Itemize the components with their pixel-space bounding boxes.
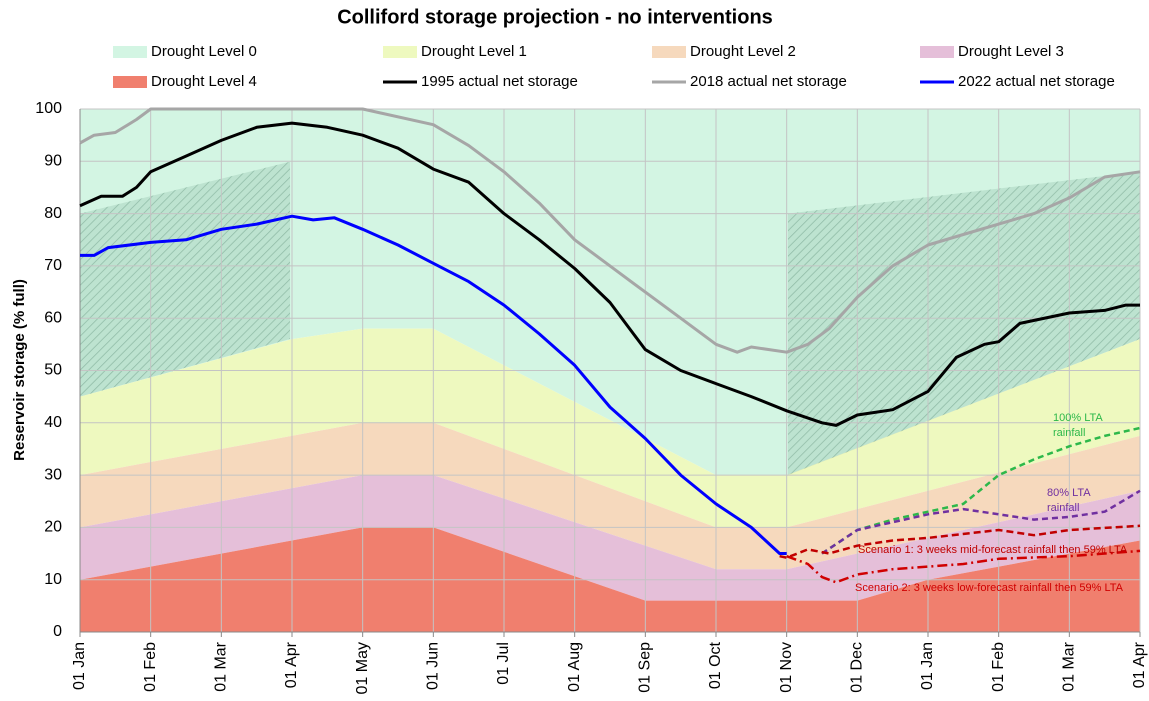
annotation: Scenario 1: 3 weeks mid-forecast rainfal… [858, 544, 1128, 556]
chart-title: Colliford storage projection - no interv… [337, 6, 773, 28]
drought-band [80, 422, 1140, 570]
legend-label: Drought Level 4 [151, 73, 257, 90]
lines [79, 107, 1141, 584]
annotation: Scenario 2: 3 weeks low-forecast rainfal… [855, 582, 1124, 594]
hatched-area [788, 171, 1140, 476]
series-line [821, 426, 1141, 555]
legend-swatch [920, 46, 954, 58]
series-line [786, 549, 1141, 584]
legend-label: 2022 actual net storage [958, 73, 1115, 90]
drought-band [80, 328, 1140, 528]
y-tick-label: 80 [44, 205, 62, 222]
x-tick-label: 01 Feb [990, 642, 1007, 692]
y-tick-label: 30 [44, 466, 62, 483]
annotation: rainfall [1053, 427, 1085, 439]
drought-band [80, 527, 1140, 632]
series-line [80, 214, 787, 555]
drought-band [80, 475, 1140, 601]
y-tick-label: 50 [44, 362, 62, 379]
x-tick-label: 01 Aug [566, 642, 583, 692]
annotation: rainfall [1047, 502, 1079, 514]
annotation: 80% LTA [1047, 487, 1091, 499]
x-tick-label: 01 Jan [71, 642, 88, 690]
legend-swatch [113, 46, 147, 58]
y-tick-label: 90 [44, 153, 62, 170]
y-axis-label: Reservoir storage (% full) [11, 279, 28, 461]
x-tick-label: 01 Apr [283, 641, 300, 688]
x-tick-label: 01 Jun [425, 642, 442, 690]
x-tick-label: 01 Feb [142, 642, 159, 692]
series-line [821, 489, 1141, 555]
labels: 0 10 20 30 40 50 60 70 80 90 100 01 Jan 01 Feb 01 Mar… [35, 100, 1148, 694]
y-tick-label: 60 [44, 309, 62, 326]
y-tick-label: 100 [35, 100, 62, 117]
legend-label: Drought Level 3 [958, 43, 1064, 60]
y-tick-label: 70 [44, 257, 62, 274]
legend-swatch [113, 76, 147, 88]
series-line [779, 524, 1141, 559]
x-tick-label: 01 Mar [213, 641, 230, 691]
series-line [79, 107, 1141, 354]
legend-label: 2018 actual net storage [690, 73, 847, 90]
annotation: 100% LTA [1053, 412, 1103, 424]
legend-label: Drought Level 0 [151, 43, 257, 60]
x-tick-label: 01 Jul [495, 642, 512, 685]
y-tick-label: 10 [44, 571, 62, 588]
series-line [79, 121, 1140, 427]
x-tick-label: 01 Apr [1131, 641, 1148, 688]
legend-swatch [652, 46, 686, 58]
legend-label: Drought Level 1 [421, 43, 527, 60]
x-tick-label: 01 Nov [778, 642, 795, 693]
x-tick-label: 01 Mar [1061, 641, 1078, 691]
x-tick-label: 01 Jan [919, 642, 936, 690]
legend-label: Drought Level 2 [690, 43, 796, 60]
legend-label: 1995 actual net storage [421, 73, 578, 90]
x-tick-label: 01 Sep [637, 642, 654, 693]
y-tick-label: 40 [44, 414, 62, 431]
y-tick-label: 0 [53, 623, 62, 640]
x-tick-label: 01 May [354, 642, 371, 694]
x-tick-label: 01 Dec [849, 642, 866, 693]
hatched-area [80, 161, 290, 397]
grid [79, 108, 1141, 637]
legend-swatch [383, 46, 417, 58]
x-tick-label: 01 Oct [707, 641, 724, 689]
y-tick-label: 20 [44, 519, 62, 536]
